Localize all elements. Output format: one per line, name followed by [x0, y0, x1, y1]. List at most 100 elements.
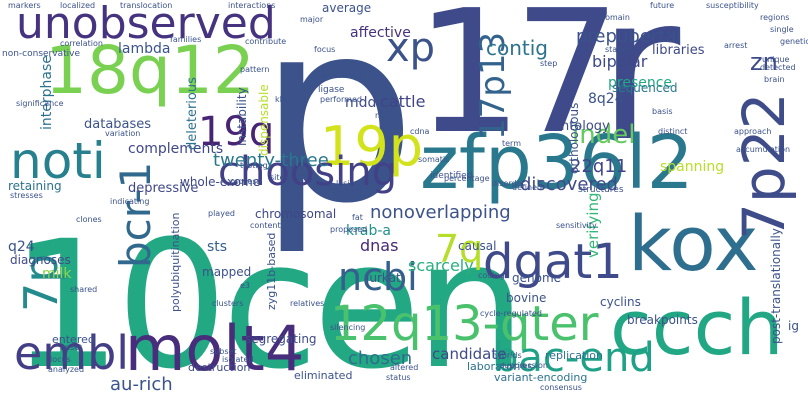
word-small: focus — [314, 45, 336, 54]
word-19p: 19p — [320, 115, 423, 178]
word-twenty-three: twenty-three — [213, 150, 329, 171]
word-small: isolated — [222, 355, 254, 364]
word-small: identified — [430, 171, 473, 181]
word-zn: zn — [750, 48, 778, 76]
word-genome: genome — [512, 271, 562, 285]
word-zyg11b-based: zyg11b-based — [265, 232, 278, 310]
word-small: analyzed — [48, 365, 85, 374]
word-small: interactions — [228, 1, 276, 10]
word-small: somatic — [418, 155, 450, 164]
word-average: average — [322, 1, 372, 15]
word-small: approach — [734, 127, 772, 136]
word-small: sensitivity — [556, 221, 597, 230]
word-libraries: libraries — [652, 43, 705, 58]
word-laboratories: laboratories — [467, 360, 533, 373]
word-small: defined — [512, 183, 543, 192]
word-mapped: mapped — [202, 265, 252, 279]
word-destruction: destruction — [188, 361, 251, 374]
word-small: term — [502, 139, 521, 148]
word-dnas: dnas — [360, 236, 399, 255]
word-small: stresses — [10, 191, 43, 200]
word-q24: q24 — [8, 239, 35, 255]
word-databases: databases — [84, 117, 152, 132]
word-causal: causal — [458, 239, 497, 253]
word-small: content — [250, 221, 281, 230]
word-jurkat: jurkat — [366, 271, 401, 285]
word-retaining: retaining — [8, 179, 62, 193]
word-small: structures — [578, 185, 624, 195]
word-small: consensus — [540, 383, 582, 392]
word-small: process — [230, 177, 261, 186]
word-noti: noti — [10, 132, 106, 190]
word-diagnoses: diagnoses — [10, 253, 71, 267]
word-small: ligase — [318, 85, 345, 95]
word-dispensable: dispensable — [257, 84, 271, 156]
word-small: myc — [375, 111, 392, 120]
word-17: 17 — [415, 0, 621, 172]
word-cyclins: cyclins — [600, 295, 641, 309]
word-small: disorder — [492, 179, 525, 188]
word-small: indicating — [110, 197, 150, 206]
word-small: cycle-regulated — [480, 309, 543, 318]
word-small: variation — [105, 129, 141, 138]
word-small: sites — [270, 173, 289, 182]
word-discovered: discovered — [520, 174, 618, 195]
word-small: shared — [70, 285, 98, 294]
word-small: altered — [390, 363, 419, 372]
word-eliminated: eliminated — [294, 369, 353, 382]
word-small: localized — [60, 1, 96, 10]
word-small: stimulated — [320, 71, 363, 80]
word-breakpoints: breakpoints — [627, 313, 698, 327]
word-ig: ig — [788, 319, 799, 333]
word-19q: 19q — [198, 109, 275, 155]
word-small: testing — [240, 161, 268, 170]
word-small: future — [650, 1, 675, 10]
word-zfp3612: zfp36l2 — [420, 120, 694, 206]
word-sequenced: sequenced — [612, 81, 678, 95]
word-chosen: chosen — [348, 348, 413, 369]
word-small: stages — [605, 45, 632, 54]
word-small: lesions — [336, 179, 364, 188]
word-small: performed — [320, 95, 362, 104]
word-18q12: 18q12 — [45, 32, 255, 109]
word-small: markers — [8, 1, 41, 10]
word-small: pattern — [240, 65, 270, 74]
word-small: percentage — [444, 174, 490, 183]
word-prepubertal: prepubertal — [576, 26, 682, 47]
word-mdd: mdd — [345, 95, 377, 111]
word-bipolar: bipolar — [592, 52, 648, 71]
word-p: p — [258, 0, 417, 258]
word-small: kb — [275, 95, 285, 104]
word-affective: affective — [350, 25, 411, 41]
word-unobserved: unobserved — [16, 0, 276, 49]
word-kox: kox — [628, 199, 759, 288]
word-bovine: bovine — [506, 291, 547, 305]
word-small: fat — [352, 213, 363, 222]
word-entered: entered — [52, 333, 95, 346]
word-small: regions — [760, 13, 790, 22]
word-7q: 7q — [435, 227, 484, 271]
word-small: significance — [16, 99, 64, 108]
word-post-translationally: post-translationally — [769, 228, 783, 344]
word-bcr-1: bcr-1 — [111, 161, 160, 268]
word-instability: instability — [235, 87, 249, 146]
word-ncbi: ncbi — [338, 255, 418, 299]
word-replication: replication — [545, 349, 604, 362]
word-22q11: 22q11 — [570, 156, 628, 177]
word-embl: embl — [14, 326, 130, 380]
word-deleterious: deleterious — [185, 77, 200, 150]
word-depressive: depressive — [128, 181, 199, 196]
word-segregating: segregating — [245, 332, 317, 346]
word-small: correlation — [60, 39, 103, 48]
word-small: accumulation — [736, 145, 791, 154]
word-krab-a: krab-a — [346, 223, 391, 239]
word-small: brain — [764, 75, 785, 84]
word-chromosomal: chromosomal — [255, 207, 337, 221]
word-small: hybrids — [492, 351, 522, 360]
word-small: e3 — [240, 281, 251, 290]
word-variant-encoding: variant-encoding — [494, 371, 588, 384]
word-small: onset — [60, 343, 83, 352]
word-polyubiquitination: polyubiquitination — [169, 212, 182, 312]
word-orthologous: orthologous — [567, 102, 581, 174]
